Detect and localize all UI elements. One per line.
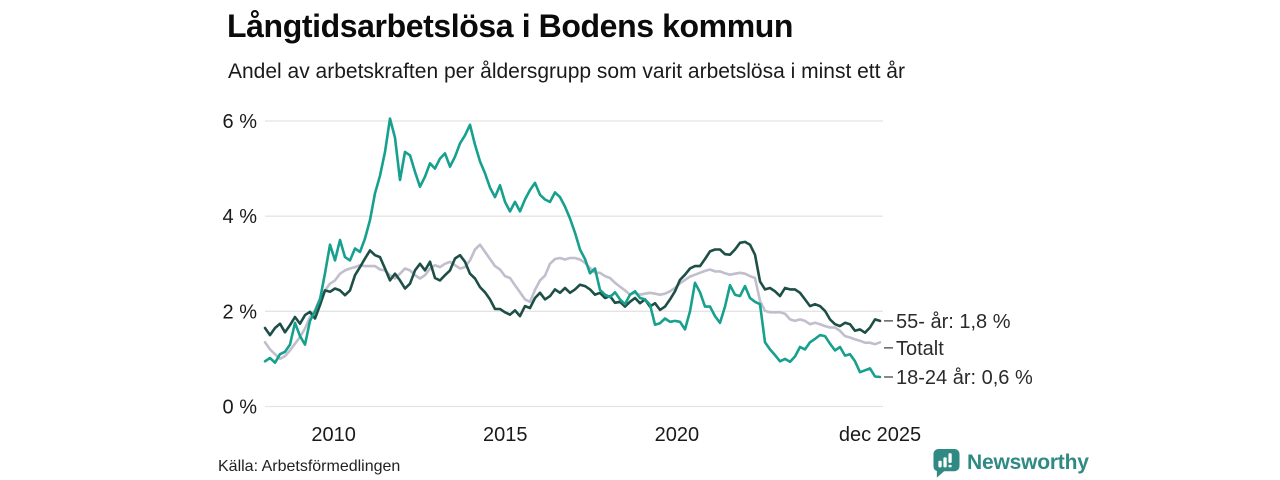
gridlines: [265, 120, 883, 408]
brand-name: Newsworthy: [967, 451, 1089, 474]
series-end-labels: 55- år: 1,8 % Totalt 18-24 år: 0,6 %: [884, 311, 1033, 389]
y-axis: 0 % 2 % 4 % 6 %: [223, 111, 258, 419]
x-tick-label: 2010: [311, 424, 356, 446]
y-tick-label: 0 %: [223, 397, 258, 419]
y-tick-label: 4 %: [223, 206, 258, 228]
source-note: Källa: Arbetsförmedlingen: [218, 458, 401, 475]
series-lines: [263, 117, 882, 379]
x-tick-label: 2015: [483, 424, 528, 446]
x-tick-label: dec 2025: [839, 424, 921, 446]
page-title: Långtidsarbetslösa i Bodens kommun: [227, 8, 794, 44]
y-tick-label: 2 %: [223, 301, 258, 323]
series-line: [263, 117, 882, 379]
series-end-label: 18-24 år: 0,6 %: [896, 367, 1033, 389]
series-line: [263, 243, 882, 361]
newsworthy-branding[interactable]: Newsworthy: [933, 448, 1089, 478]
chart-subtitle: Andel av arbetskraften per åldersgrupp s…: [228, 60, 905, 83]
series-line: [263, 240, 882, 337]
x-tick-label: 2020: [655, 424, 700, 446]
series-end-label: 55- år: 1,8 %: [896, 311, 1011, 333]
y-tick-label: 6 %: [223, 111, 258, 133]
bar-chart-speech-bubble-icon: [933, 448, 960, 478]
series-end-label: Totalt: [896, 338, 944, 360]
x-axis: 2010 2015 2020 dec 2025: [311, 424, 921, 446]
